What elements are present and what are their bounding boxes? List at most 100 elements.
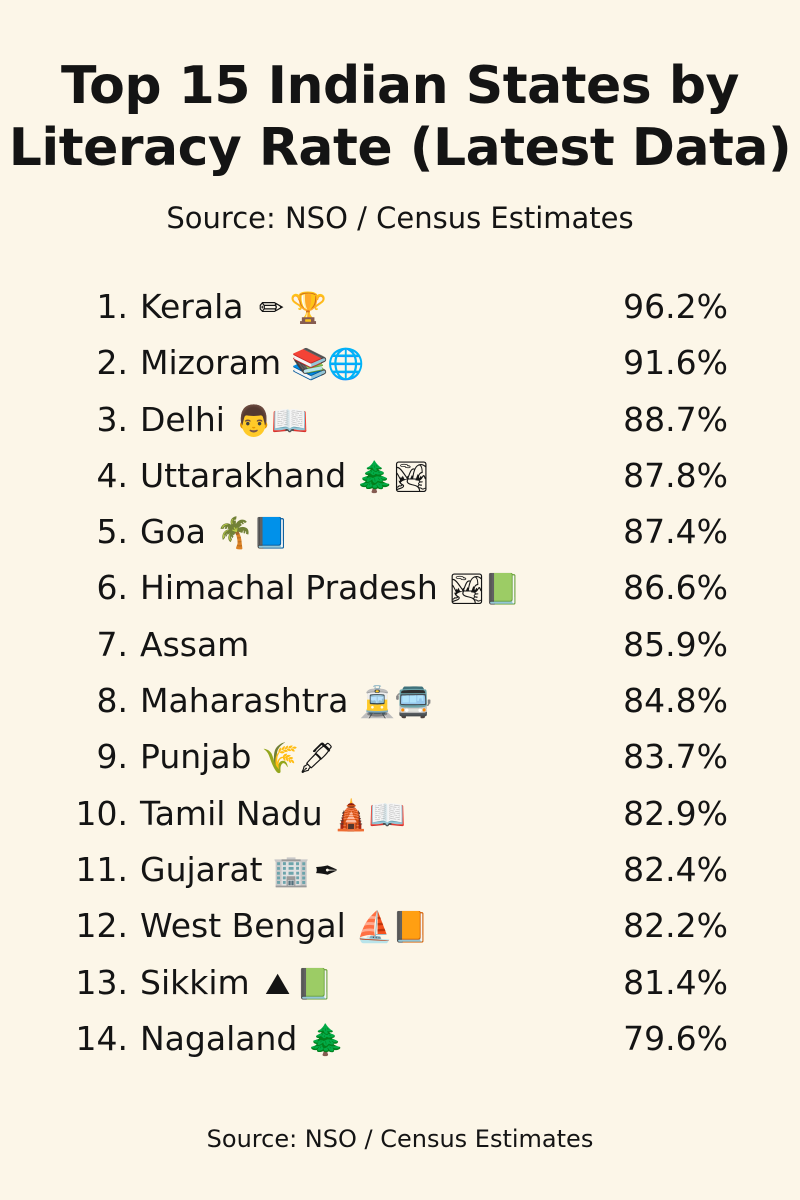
list-item: 6. Himachal Pradesh 🏞📗 86.6% xyxy=(0,564,800,620)
page-title-line-1: Top 15 Indian States by xyxy=(61,56,739,116)
literacy-percent: 84.8% xyxy=(623,681,728,721)
list-item: 5. Goa 🌴📘 87.4% xyxy=(0,508,800,564)
rank-number: 3. xyxy=(96,399,129,439)
rank-number: 8. xyxy=(96,681,129,721)
state-name: Kerala xyxy=(140,287,244,326)
state-entry: Uttarakhand 🌲🏞 xyxy=(140,455,431,498)
palm-tree-icon: 🌴 xyxy=(215,516,254,552)
state-entry: Delhi 👨📖 xyxy=(140,399,308,442)
list-item: 8. Maharashtra 🚊🚍 84.8% xyxy=(0,677,800,733)
tree-icon: 🌲 xyxy=(356,459,394,495)
source-footer: Source: NSO / Census Estimates xyxy=(206,1125,594,1153)
rank-number: 14. xyxy=(75,1018,128,1058)
list-item: 9. Punjab 🌾🖋 83.7% xyxy=(0,733,800,789)
wheat-icon: 🌾 xyxy=(261,741,299,777)
building-icon: 🏢 xyxy=(272,853,310,889)
literacy-percent: 86.6% xyxy=(623,568,728,608)
source-subtitle: Source: NSO / Census Estimates xyxy=(166,201,634,235)
list-item: 10. Tamil Nadu 🛕📖 82.9% xyxy=(0,790,800,846)
rank-number: 9. xyxy=(96,737,129,777)
tree-icon: 🌲 xyxy=(307,1022,345,1058)
rank-number: 2. xyxy=(96,343,129,383)
state-entry: Punjab 🌾🖋 xyxy=(140,737,336,779)
mountain-river-icon: 🏞 xyxy=(447,572,486,608)
blue-book-icon: 📘 xyxy=(251,516,290,552)
rank-number: 1. xyxy=(96,287,129,326)
literacy-percent: 83.7% xyxy=(623,737,728,777)
state-name: Delhi xyxy=(140,399,225,439)
state-entry: West Bengal ⛵📙 xyxy=(140,906,430,948)
pen-icon: 🖋 xyxy=(297,741,336,777)
list-item: 7. Assam 85.9% xyxy=(0,621,800,677)
tram-icon: 🚊 xyxy=(358,685,396,721)
state-entry: Goa 🌴📘 xyxy=(140,512,290,554)
literacy-percent: 82.9% xyxy=(623,793,728,833)
state-name: Tamil Nadu xyxy=(140,793,323,833)
state-icons: ⛰ 📗 xyxy=(260,965,334,1005)
list-item: 1. Kerala ✏ 🏆 96.2% xyxy=(0,283,800,339)
rank-number: 6. xyxy=(96,568,129,608)
state-entry: Mizoram 📚🌐 xyxy=(140,343,365,385)
literacy-percent: 87.4% xyxy=(623,512,728,552)
state-entry: Assam xyxy=(140,625,249,665)
state-icons: ⛵📙 xyxy=(355,908,430,948)
state-entry: Maharashtra 🚊🚍 xyxy=(140,681,432,723)
list-item: 3. Delhi 👨📖 88.7% xyxy=(0,396,800,452)
literacy-percent: 91.6% xyxy=(623,343,728,383)
state-icons: 🛕📖 xyxy=(332,796,407,836)
state-name: Uttarakhand xyxy=(140,455,347,495)
pencil-icon: ✏ xyxy=(258,291,285,326)
list-item: 4. Uttarakhand 🌲🏞 87.8% xyxy=(0,452,800,508)
state-name: Maharashtra xyxy=(140,681,349,721)
state-name: Punjab xyxy=(140,737,252,777)
literacy-percent: 85.9% xyxy=(623,624,728,664)
literacy-rank-list: 1. Kerala ✏ 🏆 96.2% 2. Mizoram 📚🌐 91.6% 3. Delhi 👨📖… xyxy=(0,283,800,1071)
rank-number: 5. xyxy=(96,512,129,552)
state-entry: Gujarat 🏢 ✒ xyxy=(140,850,345,892)
green-book-icon: 📗 xyxy=(483,572,522,608)
state-entry: Himachal Pradesh 🏞📗 xyxy=(140,568,522,610)
literacy-percent: 82.4% xyxy=(623,849,728,889)
state-icons: 🚊🚍 xyxy=(358,683,431,723)
literacy-percent: 81.4% xyxy=(623,962,728,1002)
literacy-percent: 82.2% xyxy=(623,906,728,946)
rank-number: 4. xyxy=(96,455,129,495)
state-icons: 🌾🖋 xyxy=(261,739,336,779)
boat-icon: ⛵ xyxy=(355,910,394,946)
page-title-line-2: Literacy Rate (Latest Data) xyxy=(8,118,792,178)
trophy-icon: 🏆 xyxy=(289,291,327,326)
state-name: Sikkim xyxy=(140,962,250,1002)
list-item: 11. Gujarat 🏢 ✒ 82.4% xyxy=(0,846,800,902)
state-entry: Nagaland 🌲 xyxy=(140,1018,345,1061)
temple-icon: 🛕 xyxy=(332,797,371,833)
state-icons: 🏢 ✒ xyxy=(273,852,345,892)
literacy-percent: 88.7% xyxy=(623,399,728,439)
rank-number: 7. xyxy=(96,624,129,664)
list-item: 14. Nagaland 🌲 79.6% xyxy=(0,1015,800,1071)
literacy-percent: 79.6% xyxy=(623,1018,728,1058)
list-item: 13. Sikkim ⛰ 📗 81.4% xyxy=(0,959,800,1015)
state-icons: 📚🌐 xyxy=(291,345,365,385)
open-book-icon: 📖 xyxy=(368,797,407,833)
state-entry: Kerala ✏ 🏆 xyxy=(140,287,327,329)
list-item: 12. West Bengal ⛵📙 82.2% xyxy=(0,902,800,958)
literacy-percent: 87.8% xyxy=(623,455,728,495)
rank-number: 10. xyxy=(75,793,128,833)
state-entry: Tamil Nadu 🛕📖 xyxy=(140,793,407,836)
books-icon: 📚 xyxy=(291,347,329,383)
list-item: 2. Mizoram 📚🌐 91.6% xyxy=(0,339,800,395)
rank-number: 12. xyxy=(75,906,128,946)
orange-book-icon: 📙 xyxy=(391,910,430,946)
state-name: Gujarat xyxy=(140,849,263,889)
globe-icon: 🌐 xyxy=(327,347,365,383)
mountain-icon: ⛰ xyxy=(265,966,291,1002)
state-icons: 🌲🏞 xyxy=(356,458,431,498)
landscape-icon: 🏞 xyxy=(392,459,431,495)
teacher-icon: 👨 xyxy=(234,403,273,439)
literacy-percent: 96.2% xyxy=(623,287,728,326)
state-icons: 🌴📘 xyxy=(215,514,290,554)
state-name: Goa xyxy=(140,512,206,552)
state-name: Assam xyxy=(140,624,250,664)
green-book-icon: 📗 xyxy=(295,966,334,1002)
state-name: Nagaland xyxy=(140,1018,298,1058)
